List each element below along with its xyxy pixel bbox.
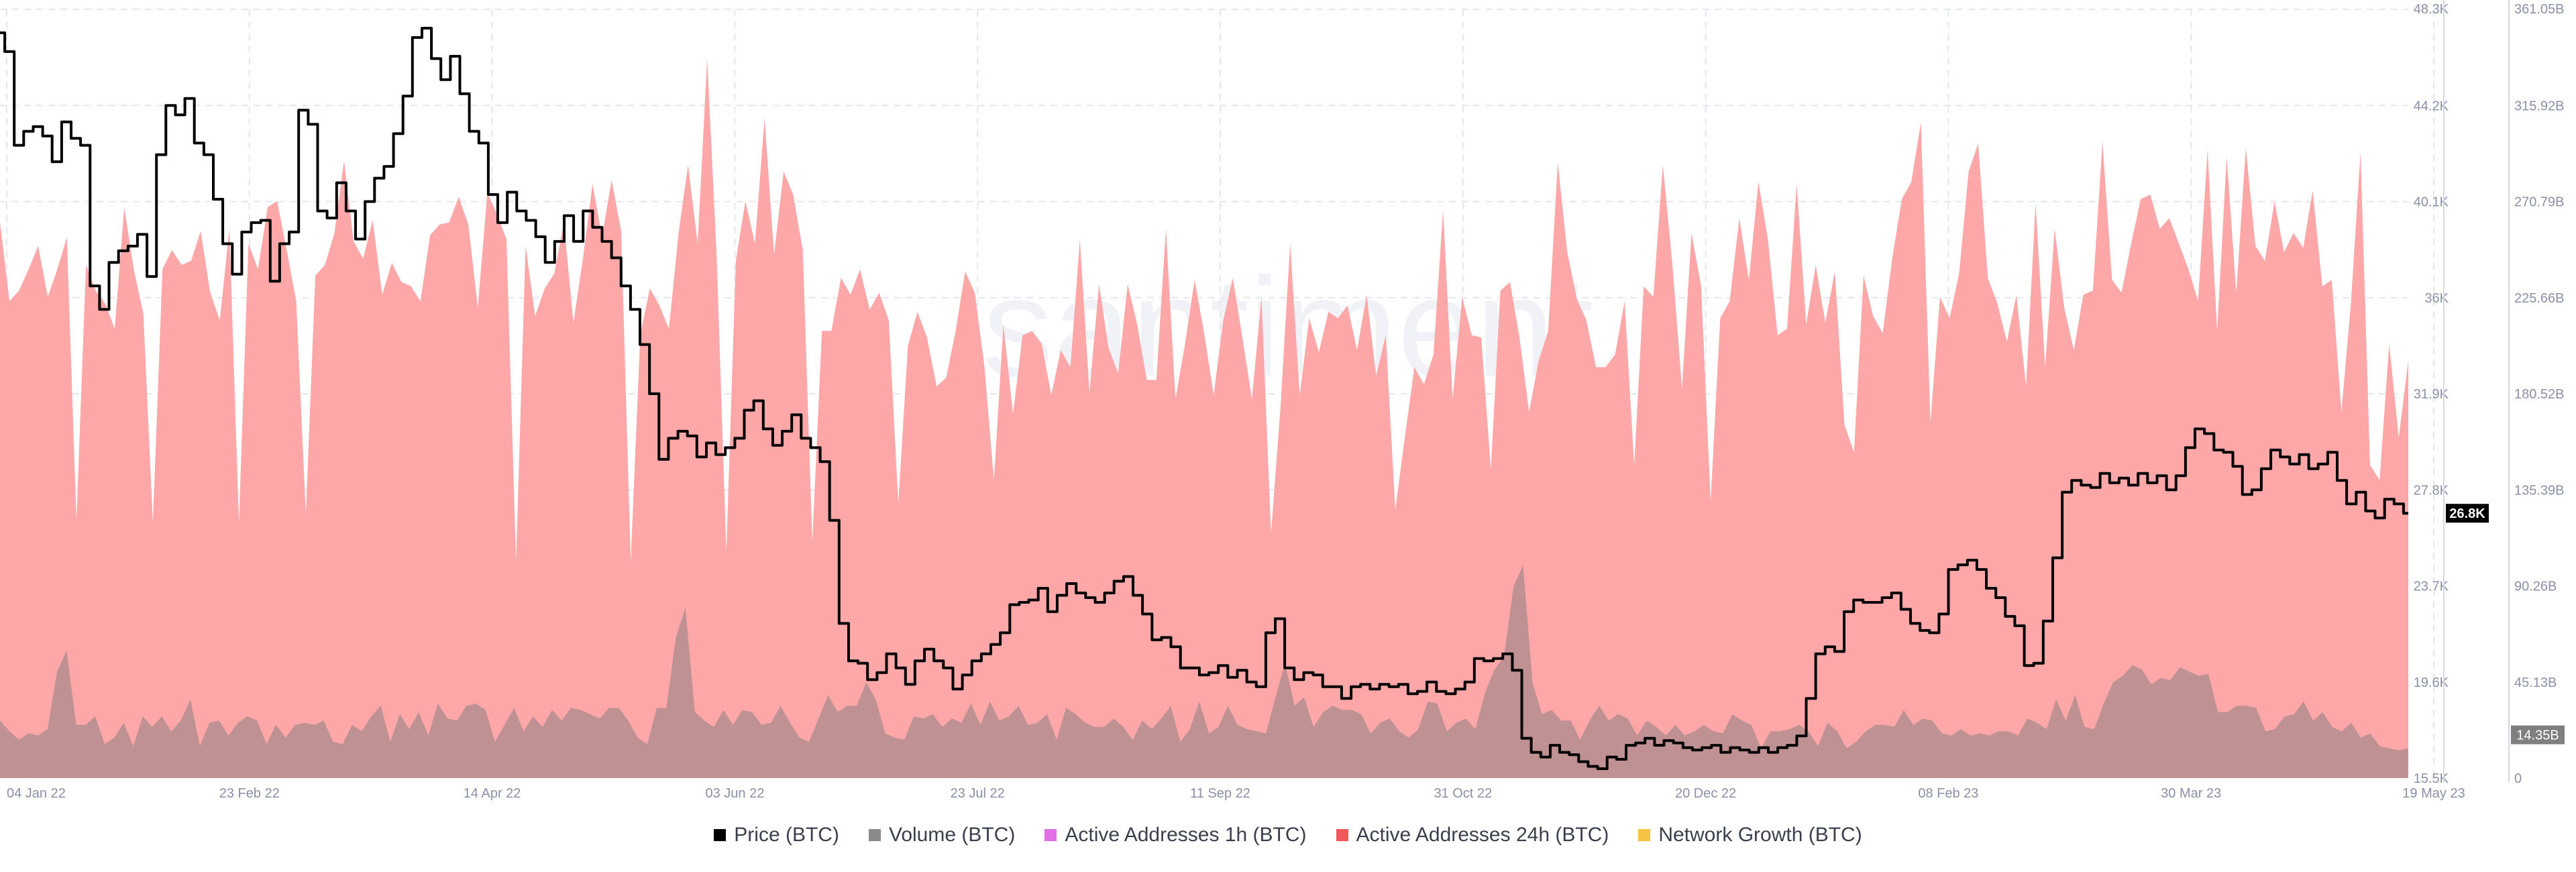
volume-axis-tick: 315.92B	[2514, 99, 2565, 113]
volume-axis-tick: 135.39B	[2514, 483, 2565, 498]
legend-item[interactable]: Network Growth (BTC)	[1638, 824, 1862, 847]
price-axis-tick: 27.8K	[2414, 483, 2449, 498]
volume-last-badge	[2511, 725, 2565, 745]
x-axis-tick: 19 May 23	[2402, 786, 2465, 801]
x-axis-tick: 11 Sep 22	[1190, 786, 1250, 801]
legend-label: Price (BTC)	[734, 824, 839, 846]
volume-axis-tick: 361.05B	[2514, 2, 2565, 17]
legend-swatch	[1638, 829, 1651, 841]
legend-item[interactable]: Price (BTC)	[714, 824, 839, 847]
price-line	[0, 27, 2408, 770]
volume-axis-tick: 0	[2514, 771, 2522, 786]
legend: Price (BTC) Volume (BTC) Active Addresses …	[0, 824, 2576, 847]
volume-axis-tick: 225.66B	[2514, 291, 2565, 306]
legend-item[interactable]: Volume (BTC)	[868, 824, 1016, 847]
axes: 48.3K 44.2K 40.1K 36K 31.9K 27.8K 23.7K 19.6K 15…	[7, 0, 2565, 801]
price-axis-tick: 23.7K	[2414, 580, 2449, 594]
price-axis-tick: 44.2K	[2414, 99, 2449, 113]
legend-label: Volume (BTC)	[888, 824, 1016, 846]
price-axis-tick: 36K	[2424, 291, 2449, 306]
price-axis-tick: 40.1K	[2414, 195, 2449, 210]
legend-swatch	[1044, 829, 1057, 841]
active-addresses-24h-area	[0, 58, 2408, 779]
x-axis-tick: 23 Feb 22	[219, 786, 280, 801]
legend-item[interactable]: Active Addresses 24h (BTC)	[1336, 824, 1609, 847]
price-axis-tick: 19.6K	[2414, 675, 2449, 690]
x-axis-tick: 03 Jun 22	[705, 786, 764, 801]
legend-label: Active Addresses 1h (BTC)	[1065, 824, 1307, 846]
legend-swatch	[868, 829, 881, 841]
price-last-badge	[2446, 504, 2489, 523]
price-axis-tick: 31.9K	[2414, 387, 2449, 402]
volume-axis-tick: 270.79B	[2514, 195, 2565, 210]
x-axis-tick: 08 Feb 23	[1918, 786, 1978, 801]
price-last-value: 26.8K	[2449, 506, 2485, 521]
x-axis-tick: 04 Jan 22	[7, 786, 66, 801]
legend-swatch	[714, 829, 727, 841]
volume-area	[0, 565, 2408, 778]
legend-swatch	[1336, 829, 1348, 841]
volume-axis-tick: 45.13B	[2514, 675, 2557, 690]
x-axis-tick: 14 Apr 22	[464, 786, 521, 801]
volume-axis-tick: 180.52B	[2514, 387, 2565, 402]
x-axis-tick: 30 Mar 23	[2161, 786, 2221, 801]
price-axis-tick: 48.3K	[2414, 2, 2449, 17]
legend-label: Active Addresses 24h (BTC)	[1356, 824, 1609, 846]
legend-label: Network Growth (BTC)	[1658, 824, 1862, 846]
price-axis-tick: 15.5K	[2414, 771, 2449, 786]
volume-axis-tick: 90.26B	[2514, 580, 2557, 594]
x-axis-tick: 20 Dec 22	[1675, 786, 1736, 801]
x-axis-tick: 23 Jul 22	[951, 786, 1005, 801]
volume-last-value: 14.35B	[2516, 728, 2559, 743]
legend-item[interactable]: Active Addresses 1h (BTC)	[1044, 824, 1307, 847]
x-axis-tick: 31 Oct 22	[1434, 786, 1492, 801]
